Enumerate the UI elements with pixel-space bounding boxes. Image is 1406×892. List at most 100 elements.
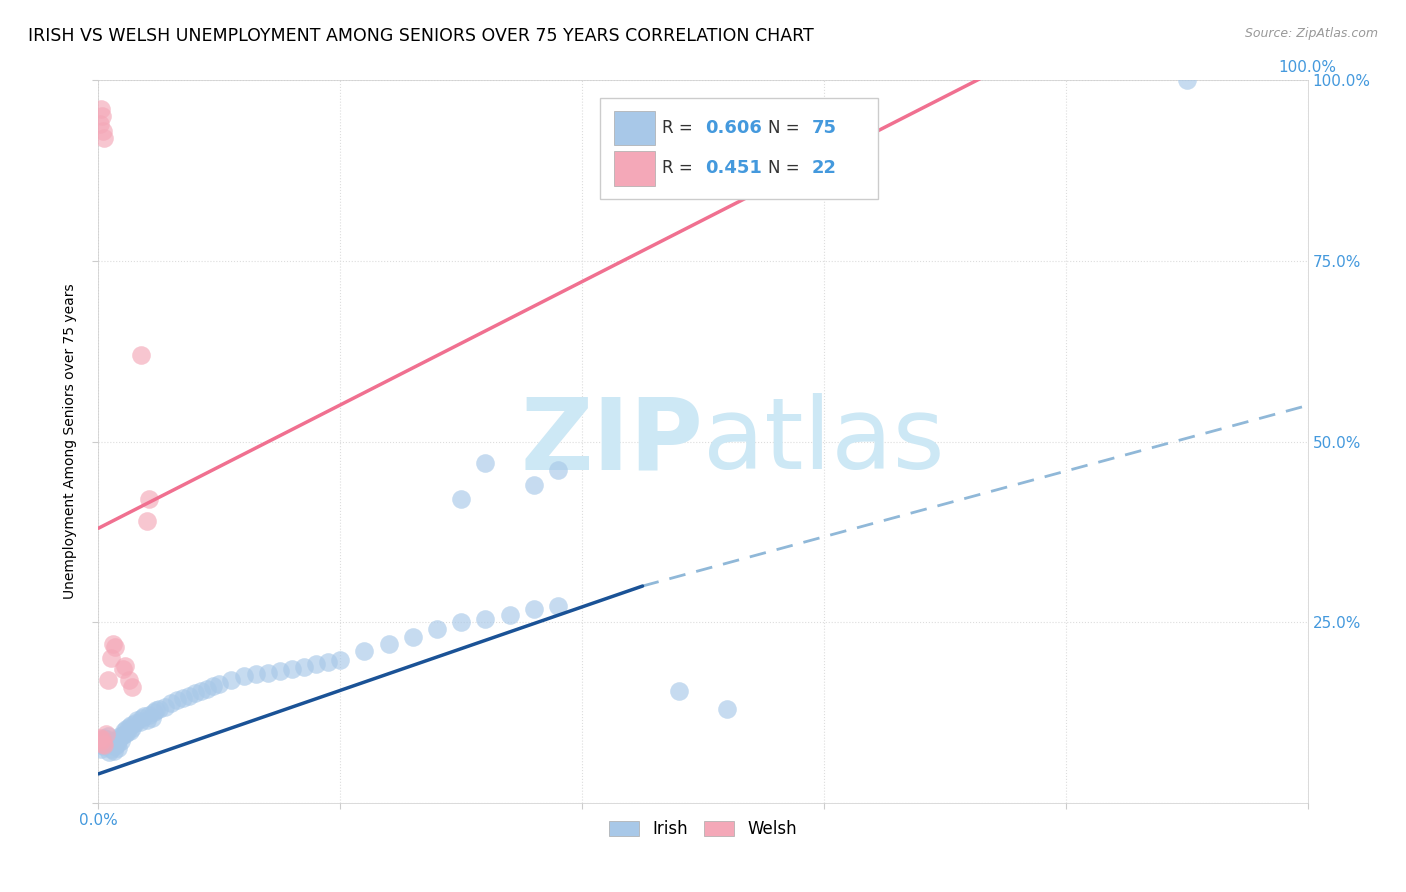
Point bbox=[668, 683, 690, 698]
Point bbox=[131, 710, 153, 724]
Point bbox=[148, 702, 170, 716]
Point bbox=[90, 734, 112, 748]
Text: IRISH VS WELSH UNEMPLOYMENT AMONG SENIORS OVER 75 YEARS CORRELATION CHART: IRISH VS WELSH UNEMPLOYMENT AMONG SENIOR… bbox=[28, 27, 814, 45]
Point bbox=[547, 599, 569, 614]
Point bbox=[105, 737, 128, 751]
Point bbox=[100, 651, 122, 665]
Point bbox=[118, 720, 141, 734]
Point bbox=[292, 660, 315, 674]
Point bbox=[91, 738, 114, 752]
Point bbox=[110, 733, 132, 747]
Point bbox=[115, 722, 138, 736]
Point bbox=[91, 110, 114, 124]
Point bbox=[107, 740, 129, 755]
Text: 0.451: 0.451 bbox=[706, 160, 762, 178]
Point bbox=[145, 703, 167, 717]
Text: R =: R = bbox=[662, 119, 697, 137]
Point bbox=[547, 463, 569, 477]
Point bbox=[104, 739, 127, 754]
Point bbox=[111, 662, 134, 676]
Point bbox=[93, 131, 115, 145]
Point bbox=[172, 691, 194, 706]
Point bbox=[114, 727, 136, 741]
Point bbox=[716, 702, 738, 716]
Point bbox=[111, 728, 134, 742]
Point bbox=[153, 700, 176, 714]
Point bbox=[120, 718, 142, 732]
Point bbox=[91, 124, 114, 138]
Point bbox=[98, 745, 121, 759]
Point bbox=[121, 722, 143, 736]
Point bbox=[90, 741, 112, 756]
Point bbox=[523, 478, 546, 492]
Point bbox=[202, 679, 225, 693]
Point bbox=[208, 676, 231, 690]
Point bbox=[91, 737, 114, 751]
Point bbox=[93, 731, 115, 745]
Point bbox=[377, 637, 399, 651]
Point bbox=[353, 644, 375, 658]
Point bbox=[108, 729, 131, 743]
Point bbox=[179, 689, 201, 703]
FancyBboxPatch shape bbox=[600, 98, 879, 200]
Point bbox=[118, 723, 141, 738]
Text: 0.606: 0.606 bbox=[706, 119, 762, 137]
Point bbox=[97, 673, 120, 687]
Point bbox=[143, 706, 166, 720]
Text: N =: N = bbox=[768, 160, 806, 178]
Point bbox=[245, 667, 267, 681]
Text: 22: 22 bbox=[811, 160, 837, 178]
Point bbox=[190, 683, 212, 698]
Point bbox=[112, 723, 135, 738]
Point bbox=[474, 456, 496, 470]
Point bbox=[117, 725, 139, 739]
Point bbox=[124, 716, 146, 731]
Point bbox=[138, 492, 160, 507]
Point bbox=[134, 709, 156, 723]
Point bbox=[138, 707, 160, 722]
Point bbox=[1175, 73, 1198, 87]
Point bbox=[523, 602, 546, 616]
Point bbox=[127, 713, 149, 727]
Point bbox=[104, 640, 127, 655]
Point bbox=[269, 665, 291, 679]
Point bbox=[166, 693, 188, 707]
Point bbox=[129, 348, 152, 362]
Point bbox=[474, 611, 496, 625]
Point bbox=[450, 492, 472, 507]
Point bbox=[135, 514, 157, 528]
Point bbox=[305, 657, 328, 671]
FancyBboxPatch shape bbox=[613, 151, 655, 186]
Point bbox=[103, 744, 125, 758]
Point bbox=[89, 117, 111, 131]
Point bbox=[426, 623, 449, 637]
Point bbox=[94, 727, 117, 741]
Text: ZIP: ZIP bbox=[520, 393, 703, 490]
Text: atlas: atlas bbox=[703, 393, 945, 490]
Text: R =: R = bbox=[662, 160, 697, 178]
Point bbox=[160, 696, 183, 710]
Text: Source: ZipAtlas.com: Source: ZipAtlas.com bbox=[1244, 27, 1378, 40]
Point bbox=[101, 734, 124, 748]
Point bbox=[256, 665, 278, 680]
Y-axis label: Unemployment Among Seniors over 75 years: Unemployment Among Seniors over 75 years bbox=[63, 284, 77, 599]
Point bbox=[450, 615, 472, 630]
Point bbox=[90, 102, 112, 116]
Point bbox=[281, 662, 304, 676]
Point bbox=[94, 737, 117, 751]
Point bbox=[232, 669, 254, 683]
FancyBboxPatch shape bbox=[613, 111, 655, 145]
Point bbox=[114, 658, 136, 673]
Point bbox=[498, 607, 520, 622]
Point bbox=[101, 637, 124, 651]
Text: N =: N = bbox=[768, 119, 806, 137]
Point bbox=[97, 729, 120, 743]
Point bbox=[91, 739, 114, 754]
Text: 75: 75 bbox=[811, 119, 837, 137]
Point bbox=[89, 734, 111, 748]
Point bbox=[121, 680, 143, 694]
Point bbox=[135, 713, 157, 727]
Point bbox=[93, 738, 115, 752]
Point bbox=[118, 673, 141, 687]
Point bbox=[195, 681, 218, 696]
